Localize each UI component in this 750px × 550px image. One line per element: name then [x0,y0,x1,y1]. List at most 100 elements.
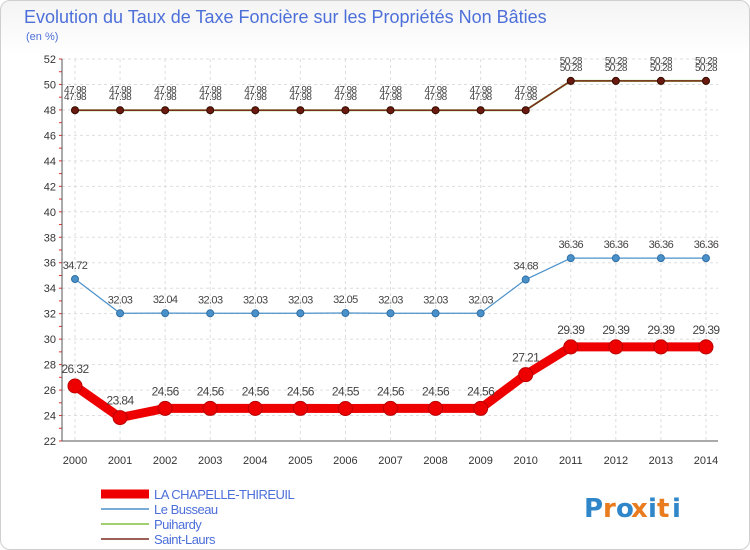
data-label: 32.03 [468,294,493,306]
data-point [202,400,218,416]
data-point [157,400,173,416]
logo-letter: t [657,494,669,524]
data-label: 47.98 [470,85,493,96]
data-point [431,309,440,318]
logo-letter: i [648,494,657,524]
data-point [698,339,714,355]
x-tick-label: 2004 [243,455,267,467]
data-label: 24.55 [332,385,360,399]
data-point [476,106,485,115]
data-point [116,106,125,115]
data-label: 29.39 [692,323,720,337]
data-label: 50.28 [560,63,583,74]
x-tick-label: 2007 [378,455,402,467]
data-label: 29.39 [602,323,630,337]
y-tick-label: 48 [44,105,56,117]
data-label: 34.72 [63,260,88,272]
axes: 22 24 26 28 30 32 34 36 38 40 42 44 46 48 50 52 2000 2001… [44,54,718,467]
data-label: 47.98 [154,92,177,103]
y-tick-label: 22 [44,436,56,448]
data-label: 47.98 [289,92,312,103]
data-label: 32.03 [198,294,223,306]
y-tick-label: 26 [44,385,56,397]
data-point [71,106,79,115]
data-point [251,106,260,115]
data-label: 47.98 [199,92,222,103]
data-point [521,106,530,115]
y-tick-label: 32 [44,309,56,321]
y-tick-label: 24 [44,411,56,423]
data-point [67,378,83,394]
y-tick-label: 42 [44,181,56,193]
data-point [701,76,710,85]
data-point [292,400,308,416]
y-tick-label: 50 [44,79,56,91]
data-label: 47.98 [425,92,448,103]
data-point [518,367,534,383]
data-point [296,309,305,318]
data-label: 47.98 [425,85,448,96]
data-point [428,400,444,416]
data-label: 47.98 [244,92,267,103]
x-tick-label: 2002 [153,455,177,467]
data-label: 47.98 [289,85,312,96]
data-label: 47.98 [64,85,87,96]
data-point [701,254,710,263]
logo-letter: x [631,494,648,524]
grid [62,58,718,442]
data-label: 26.32 [61,362,89,376]
data-label: 32.03 [108,294,133,306]
data-point [431,106,440,115]
logo-letter: r [603,494,616,524]
data-point [382,400,398,416]
x-tick-label: 2008 [423,455,447,467]
logo-letter: i [672,494,681,524]
data-label: 32.05 [333,294,358,306]
data-point [608,339,624,355]
data-label: 47.98 [64,92,87,103]
data-label: 32.03 [243,294,268,306]
data-label: 47.98 [515,92,538,103]
x-tick-label: 2010 [513,455,537,467]
data-label: 47.98 [199,85,222,96]
data-label: 47.98 [515,85,538,96]
data-label: 24.56 [197,384,225,398]
data-point [611,254,620,263]
data-label: 32.03 [423,294,448,306]
data-label: 47.98 [244,85,267,96]
x-tick-label: 2003 [198,455,222,467]
data-label: 47.98 [334,85,357,96]
x-tick-label: 2009 [468,455,492,467]
y-tick-label: 30 [44,334,56,346]
data-point [71,275,79,284]
data-label: 47.98 [379,85,402,96]
y-tick-label: 34 [44,283,56,295]
data-label: 47.98 [109,92,132,103]
legend-label: Le Busseau [154,502,218,517]
data-label: 50.28 [605,63,628,74]
data-point [206,309,215,318]
x-tick-label: 2000 [63,455,87,467]
data-label: 50.28 [560,56,583,67]
data-label: 34.68 [513,261,538,273]
data-label: 47.98 [154,85,177,96]
data-label: 36.36 [694,239,719,251]
data-point [296,106,305,115]
data-label: 24.56 [467,384,495,398]
x-tick-label: 2001 [108,455,132,467]
data-label: 24.56 [242,384,270,398]
data-label: 29.39 [557,323,585,337]
data-point [247,400,263,416]
data-point [521,275,530,284]
data-label: 36.36 [604,239,629,251]
data-label: 50.28 [650,63,673,74]
x-tick-label: 2014 [694,455,718,467]
data-point [112,410,128,426]
y-tick-label: 36 [44,258,56,270]
data-point [341,106,350,115]
x-tick-label: 2005 [288,455,312,467]
